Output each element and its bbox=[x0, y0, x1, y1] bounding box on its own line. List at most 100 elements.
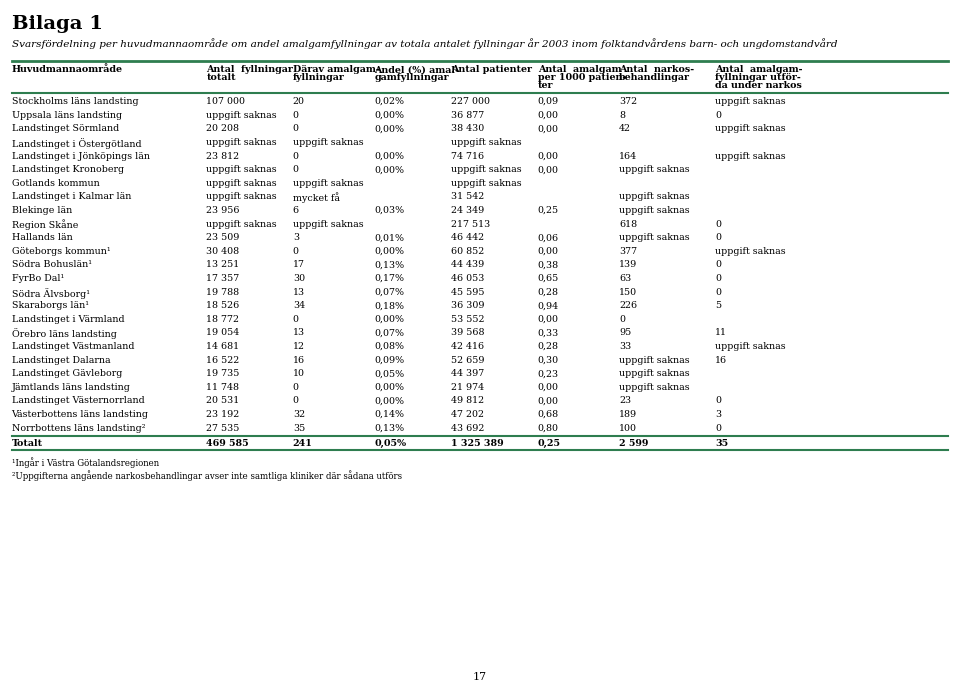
Text: Landstinget i Värmland: Landstinget i Värmland bbox=[12, 315, 124, 324]
Text: 14 681: 14 681 bbox=[206, 342, 240, 351]
Text: Landstinget Kronoberg: Landstinget Kronoberg bbox=[12, 165, 124, 174]
Text: Södra Bohuslän¹: Södra Bohuslän¹ bbox=[12, 260, 91, 269]
Text: 100: 100 bbox=[619, 423, 637, 432]
Text: uppgift saknas: uppgift saknas bbox=[206, 192, 277, 201]
Text: 32: 32 bbox=[293, 410, 305, 419]
Text: 241: 241 bbox=[293, 439, 313, 448]
Text: 0,00%: 0,00% bbox=[374, 247, 404, 256]
Text: 189: 189 bbox=[619, 410, 637, 419]
Text: 23 812: 23 812 bbox=[206, 151, 240, 160]
Text: 0,09: 0,09 bbox=[538, 97, 559, 106]
Text: 20 531: 20 531 bbox=[206, 396, 240, 405]
Text: uppgift saknas: uppgift saknas bbox=[206, 111, 277, 120]
Text: 0,28: 0,28 bbox=[538, 342, 559, 351]
Text: Landstinget Sörmland: Landstinget Sörmland bbox=[12, 124, 119, 133]
Text: 0,08%: 0,08% bbox=[374, 342, 404, 351]
Text: 0,80: 0,80 bbox=[538, 423, 559, 432]
Text: 95: 95 bbox=[619, 328, 632, 337]
Text: Antal  narkos-: Antal narkos- bbox=[619, 65, 694, 74]
Text: uppgift saknas: uppgift saknas bbox=[293, 219, 364, 228]
Text: Hallands län: Hallands län bbox=[12, 233, 72, 242]
Text: 36 877: 36 877 bbox=[451, 111, 485, 120]
Text: 13: 13 bbox=[293, 287, 305, 296]
Text: 0,14%: 0,14% bbox=[374, 410, 404, 419]
Text: 0,17%: 0,17% bbox=[374, 274, 404, 283]
Text: uppgift saknas: uppgift saknas bbox=[715, 151, 786, 160]
Text: 372: 372 bbox=[619, 97, 637, 106]
Text: 0: 0 bbox=[715, 287, 721, 296]
Text: 0: 0 bbox=[715, 111, 721, 120]
Text: 0,00%: 0,00% bbox=[374, 383, 404, 392]
Text: 0: 0 bbox=[293, 396, 299, 405]
Text: 18 526: 18 526 bbox=[206, 301, 240, 310]
Text: 0: 0 bbox=[293, 383, 299, 392]
Text: Örebro läns landsting: Örebro läns landsting bbox=[12, 328, 116, 339]
Text: mycket få: mycket få bbox=[293, 192, 340, 203]
Text: 0: 0 bbox=[715, 396, 721, 405]
Text: 3: 3 bbox=[293, 233, 299, 242]
Text: 0,00: 0,00 bbox=[538, 315, 559, 324]
Text: uppgift saknas: uppgift saknas bbox=[619, 369, 690, 378]
Text: Antal patienter: Antal patienter bbox=[451, 65, 532, 74]
Text: 35: 35 bbox=[715, 439, 729, 448]
Text: Göteborgs kommun¹: Göteborgs kommun¹ bbox=[12, 247, 110, 256]
Text: 226: 226 bbox=[619, 301, 637, 310]
Text: Norrbottens läns landsting²: Norrbottens läns landsting² bbox=[12, 423, 145, 432]
Text: fyllningar utför-: fyllningar utför- bbox=[715, 74, 801, 83]
Text: 45 595: 45 595 bbox=[451, 287, 485, 296]
Text: Landstinget i Jönköpings län: Landstinget i Jönköpings län bbox=[12, 151, 150, 160]
Text: Svarsfördelning per huvudmannaområde om andel amalgamfyllningar av totala antale: Svarsfördelning per huvudmannaområde om … bbox=[12, 38, 837, 49]
Text: 5: 5 bbox=[715, 301, 721, 310]
Text: 30: 30 bbox=[293, 274, 305, 283]
Text: 17: 17 bbox=[293, 260, 305, 269]
Text: FyrBo Dal¹: FyrBo Dal¹ bbox=[12, 274, 63, 283]
Text: uppgift saknas: uppgift saknas bbox=[715, 247, 786, 256]
Text: 0,94: 0,94 bbox=[538, 301, 559, 310]
Text: Stockholms läns landsting: Stockholms läns landsting bbox=[12, 97, 138, 106]
Text: Gotlands kommun: Gotlands kommun bbox=[12, 179, 99, 188]
Text: 0,07%: 0,07% bbox=[374, 287, 404, 296]
Text: 0,05%: 0,05% bbox=[374, 369, 404, 378]
Text: uppgift saknas: uppgift saknas bbox=[206, 165, 277, 174]
Text: fyllningar: fyllningar bbox=[293, 74, 345, 82]
Text: 0,13%: 0,13% bbox=[374, 260, 404, 269]
Text: Landstinget Västernorrland: Landstinget Västernorrland bbox=[12, 396, 144, 405]
Text: uppgift saknas: uppgift saknas bbox=[619, 355, 690, 364]
Text: uppgift saknas: uppgift saknas bbox=[206, 179, 277, 188]
Text: 44 439: 44 439 bbox=[451, 260, 485, 269]
Text: ter: ter bbox=[538, 81, 553, 90]
Text: Uppsala läns landsting: Uppsala läns landsting bbox=[12, 111, 122, 120]
Text: Landstinget Västmanland: Landstinget Västmanland bbox=[12, 342, 134, 351]
Text: 0: 0 bbox=[715, 274, 721, 283]
Text: 150: 150 bbox=[619, 287, 637, 296]
Text: Landstinget i Kalmar län: Landstinget i Kalmar län bbox=[12, 192, 131, 201]
Text: 469 585: 469 585 bbox=[206, 439, 249, 448]
Text: 13 251: 13 251 bbox=[206, 260, 240, 269]
Text: ¹Ingår i Västra Götalandsregionen: ¹Ingår i Västra Götalandsregionen bbox=[12, 457, 158, 468]
Text: Blekinge län: Blekinge län bbox=[12, 206, 72, 215]
Text: 38 430: 38 430 bbox=[451, 124, 485, 133]
Text: Landstinget Gävleborg: Landstinget Gävleborg bbox=[12, 369, 122, 378]
Text: 0,06: 0,06 bbox=[538, 233, 559, 242]
Text: 42 416: 42 416 bbox=[451, 342, 485, 351]
Text: 0,00: 0,00 bbox=[538, 151, 559, 160]
Text: 618: 618 bbox=[619, 219, 637, 228]
Text: 17 357: 17 357 bbox=[206, 274, 240, 283]
Text: 377: 377 bbox=[619, 247, 637, 256]
Text: 24 349: 24 349 bbox=[451, 206, 485, 215]
Text: 60 852: 60 852 bbox=[451, 247, 485, 256]
Text: 20: 20 bbox=[293, 97, 305, 106]
Text: 19 788: 19 788 bbox=[206, 287, 240, 296]
Text: Huvudmannaområde: Huvudmannaområde bbox=[12, 65, 123, 74]
Text: 0,33: 0,33 bbox=[538, 328, 559, 337]
Text: 139: 139 bbox=[619, 260, 637, 269]
Text: uppgift saknas: uppgift saknas bbox=[451, 179, 522, 188]
Text: 0: 0 bbox=[619, 315, 625, 324]
Text: 8: 8 bbox=[619, 111, 625, 120]
Text: 19 735: 19 735 bbox=[206, 369, 240, 378]
Text: 0,00: 0,00 bbox=[538, 111, 559, 120]
Text: Därav amalgam-: Därav amalgam- bbox=[293, 65, 379, 74]
Text: uppgift saknas: uppgift saknas bbox=[619, 233, 690, 242]
Text: 0: 0 bbox=[293, 124, 299, 133]
Text: 0: 0 bbox=[293, 315, 299, 324]
